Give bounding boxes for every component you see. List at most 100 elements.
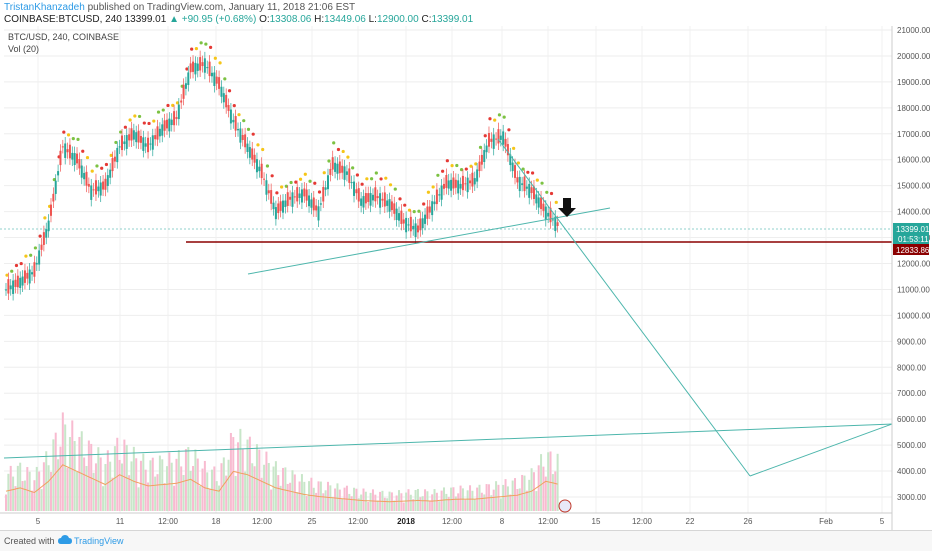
volume-bar — [83, 457, 86, 511]
candle-body — [165, 119, 168, 129]
price-tick-label: 6000.00 — [897, 415, 926, 424]
support-price-tag — [893, 244, 929, 255]
candle-body — [9, 285, 12, 290]
candle-body — [315, 205, 318, 211]
volume-bar — [305, 496, 308, 511]
tradingview-link[interactable]: TradingView — [74, 536, 124, 546]
candle-body — [428, 206, 431, 213]
volume-bar — [459, 485, 462, 511]
volume-bar — [499, 498, 502, 511]
candle-body — [33, 262, 36, 277]
indicator-dot — [81, 149, 85, 153]
volume-bar — [45, 451, 48, 511]
volume-bar — [225, 475, 228, 511]
price-tick-label: 4000.00 — [897, 467, 926, 476]
volume-bar — [383, 497, 386, 511]
candle-body — [234, 116, 237, 131]
candle-body — [367, 193, 370, 202]
indicator-dot — [351, 166, 355, 170]
price-tick-label: 17000.00 — [897, 130, 931, 139]
volume-bar — [400, 493, 403, 511]
volume-bar — [279, 485, 282, 511]
candle-body — [523, 176, 526, 192]
volume-bar — [142, 453, 145, 511]
volume-bar — [33, 480, 36, 511]
volume-bar — [241, 449, 244, 511]
volume-bar — [506, 486, 509, 511]
candle-body — [360, 198, 363, 206]
volume-bar — [528, 479, 531, 511]
volume-bar — [21, 481, 24, 511]
indicator-dot — [388, 183, 393, 187]
volume-bar — [267, 463, 270, 511]
candle-body — [424, 214, 427, 224]
volume-bar — [23, 480, 26, 511]
author-link[interactable]: TristanKhanzadeh — [4, 2, 85, 13]
candle-body — [300, 189, 303, 203]
candle-body — [398, 213, 401, 221]
volume-bar — [495, 481, 498, 511]
candle-body — [343, 166, 346, 180]
volume-bar — [303, 481, 306, 511]
volume-bar — [348, 493, 351, 511]
candle-body — [390, 201, 393, 211]
candle-body — [180, 100, 183, 103]
candle-body — [438, 194, 441, 196]
volume-bar — [502, 484, 505, 511]
volume-bar — [111, 477, 114, 511]
volume-bar — [260, 477, 263, 511]
candle-body — [270, 190, 273, 204]
candle-body — [357, 188, 360, 202]
candle-body — [461, 175, 464, 191]
volume-bar — [49, 471, 52, 511]
volume-bar — [544, 476, 547, 511]
falling-trendline — [497, 138, 751, 477]
candle-body — [291, 192, 294, 207]
candle-body — [158, 128, 161, 137]
candle-body — [19, 277, 22, 289]
indicator-dot — [327, 159, 331, 163]
chart-area[interactable]: 21000.00 20000.00 19000.00 18000.00 17000.00… — [0, 26, 932, 530]
candle-body — [255, 159, 258, 173]
candle-body — [54, 180, 57, 194]
volume-bar — [199, 485, 202, 511]
volume-bar — [71, 420, 74, 511]
price-chart[interactable]: 21000.00 20000.00 19000.00 18000.00 17000.00… — [0, 26, 932, 530]
candle-body — [170, 119, 173, 126]
candle-body — [227, 104, 230, 111]
ohlc-line: COINBASE:BTCUSD, 240 13399.01 ▲ +90.95 (… — [4, 14, 473, 25]
indicator-dot — [85, 155, 90, 160]
indicator-dot — [109, 153, 113, 157]
price-tick-label: 9000.00 — [897, 337, 926, 346]
close-label: C: — [421, 14, 432, 25]
candle-body — [52, 193, 55, 202]
price-tick-label: 10000.00 — [897, 311, 931, 320]
candle-body — [21, 276, 24, 286]
indicator-dot — [540, 181, 544, 185]
indicator-dot — [223, 77, 227, 81]
indicator-dot — [251, 132, 255, 136]
time-tick-label: 25 — [308, 517, 317, 526]
candle-body — [132, 130, 135, 140]
indicator-dot — [194, 47, 199, 51]
down-arrow-icon — [558, 198, 576, 217]
candle-body — [450, 179, 453, 191]
countdown-label: 01:53:11 — [898, 235, 929, 244]
candle-body — [196, 63, 199, 71]
volume-bar — [331, 498, 334, 511]
volume-bar — [447, 497, 450, 511]
indicator-dot — [502, 115, 506, 119]
volume-bar — [296, 492, 299, 511]
indicator-dot — [280, 185, 284, 189]
indicator-dot — [256, 143, 260, 147]
candle-body — [504, 138, 507, 147]
indicator-dot — [407, 208, 412, 212]
volume-bar — [554, 471, 557, 511]
volume-bar — [7, 473, 10, 511]
candle-body — [419, 218, 422, 231]
candle-body — [525, 186, 528, 189]
candle-body — [414, 223, 417, 237]
candle-body — [322, 186, 325, 202]
candle-body — [80, 165, 83, 178]
candle-body — [530, 187, 533, 194]
